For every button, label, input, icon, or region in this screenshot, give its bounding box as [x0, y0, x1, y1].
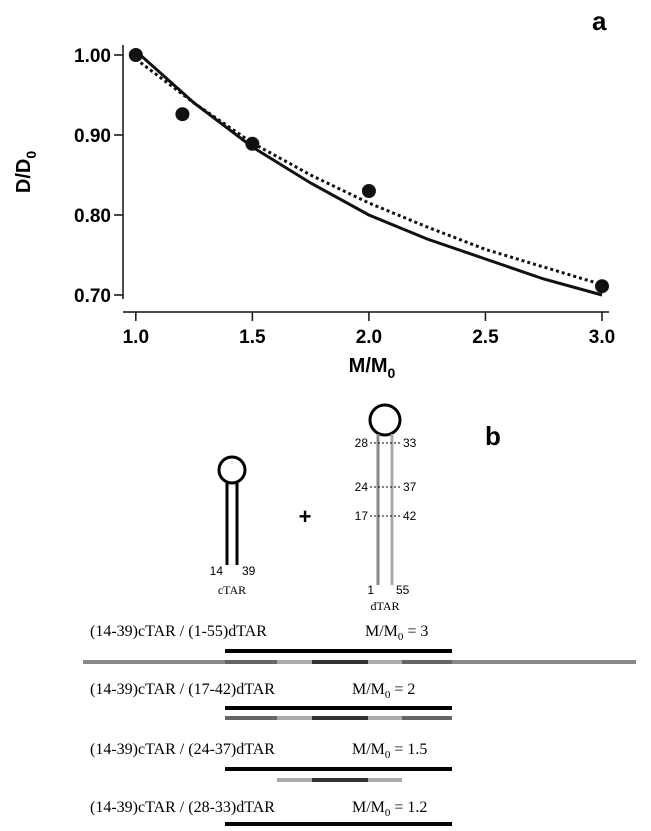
ratio-sub: 0 — [398, 631, 404, 643]
y-axis-label: D/D0 — [13, 151, 39, 193]
x-tick-label: 1.5 — [239, 327, 266, 348]
data-point — [128, 48, 143, 62]
ratio-sub: 0 — [385, 749, 391, 761]
ratio-value: = 3 — [403, 623, 428, 640]
ratio-value: = 1.2 — [390, 799, 427, 816]
row-label: (14-39)cTAR / (28-33)dTAR — [90, 799, 275, 816]
data-point — [595, 279, 610, 294]
dtar-left: 1 — [367, 583, 374, 597]
ratio-value: = 2 — [390, 681, 415, 698]
pair-left: 28 — [355, 436, 369, 450]
x-tick-label: 3.0 — [589, 327, 615, 348]
panel-label: b — [485, 421, 501, 451]
y-tick-label: 0.80 — [74, 206, 111, 227]
dtar-name: dTAR — [370, 599, 399, 613]
pair-right: 33 — [403, 436, 417, 450]
row-ratio: M/M0 = 1.5 — [352, 741, 427, 761]
data-point — [175, 107, 190, 122]
ratio-main: M/M — [352, 741, 385, 758]
ratio-value: = 1.5 — [390, 741, 427, 758]
x-tick-label: 2.0 — [356, 327, 382, 348]
ctar-hairpin — [217, 455, 247, 565]
y-label-main: D/D — [13, 159, 35, 193]
fit-curve — [134, 57, 603, 287]
y-label-sub: 0 — [23, 151, 39, 159]
rows: (14-39)cTAR / (1-55)dTAR M/M0 = 3(14-39)c… — [90, 623, 428, 819]
x-tick-label: 2.5 — [472, 327, 499, 348]
ratio-sub: 0 — [385, 689, 391, 701]
ratio-main: M/M — [365, 623, 398, 640]
row-label: (14-39)cTAR / (17-42)dTAR — [90, 681, 275, 698]
row-ratio: M/M0 = 2 — [352, 681, 415, 701]
x-label-main: M/M — [349, 355, 388, 377]
y-tick-label: 1.00 — [74, 46, 111, 67]
ratio-sub: 0 — [385, 807, 391, 819]
pair-right: 37 — [403, 480, 417, 494]
x-axis-label: M/M0 — [349, 355, 396, 381]
x-label-sub: 0 — [388, 365, 396, 381]
ctar-right: 39 — [242, 564, 256, 578]
data-point — [361, 184, 376, 198]
y-tick-label: 0.70 — [74, 286, 111, 307]
ratio-main: M/M — [352, 799, 385, 816]
duplex-bars — [83, 649, 636, 826]
y-tick-label: 0.90 — [74, 126, 111, 147]
data-point — [245, 136, 260, 151]
fit-curve — [134, 49, 603, 297]
pair-right: 42 — [403, 509, 417, 523]
x-tick-label: 1.0 — [123, 327, 149, 348]
pair-left: 17 — [355, 509, 369, 523]
dtar-right: 55 — [396, 583, 410, 597]
ctar-left: 14 — [210, 564, 224, 578]
ctar-name: cTAR — [218, 583, 246, 597]
dtar-hairpin — [368, 403, 402, 585]
ratio-main: M/M — [352, 681, 385, 698]
pair-left: 24 — [355, 480, 369, 494]
row-label: (14-39)cTAR / (24-37)dTAR — [90, 741, 275, 758]
row-label: (14-39)cTAR / (1-55)dTAR — [90, 623, 267, 640]
plus: + — [299, 504, 312, 529]
row-ratio: M/M0 = 1.2 — [352, 799, 427, 819]
row-ratio: M/M0 = 3 — [365, 623, 428, 643]
panel-label: a — [592, 6, 607, 36]
